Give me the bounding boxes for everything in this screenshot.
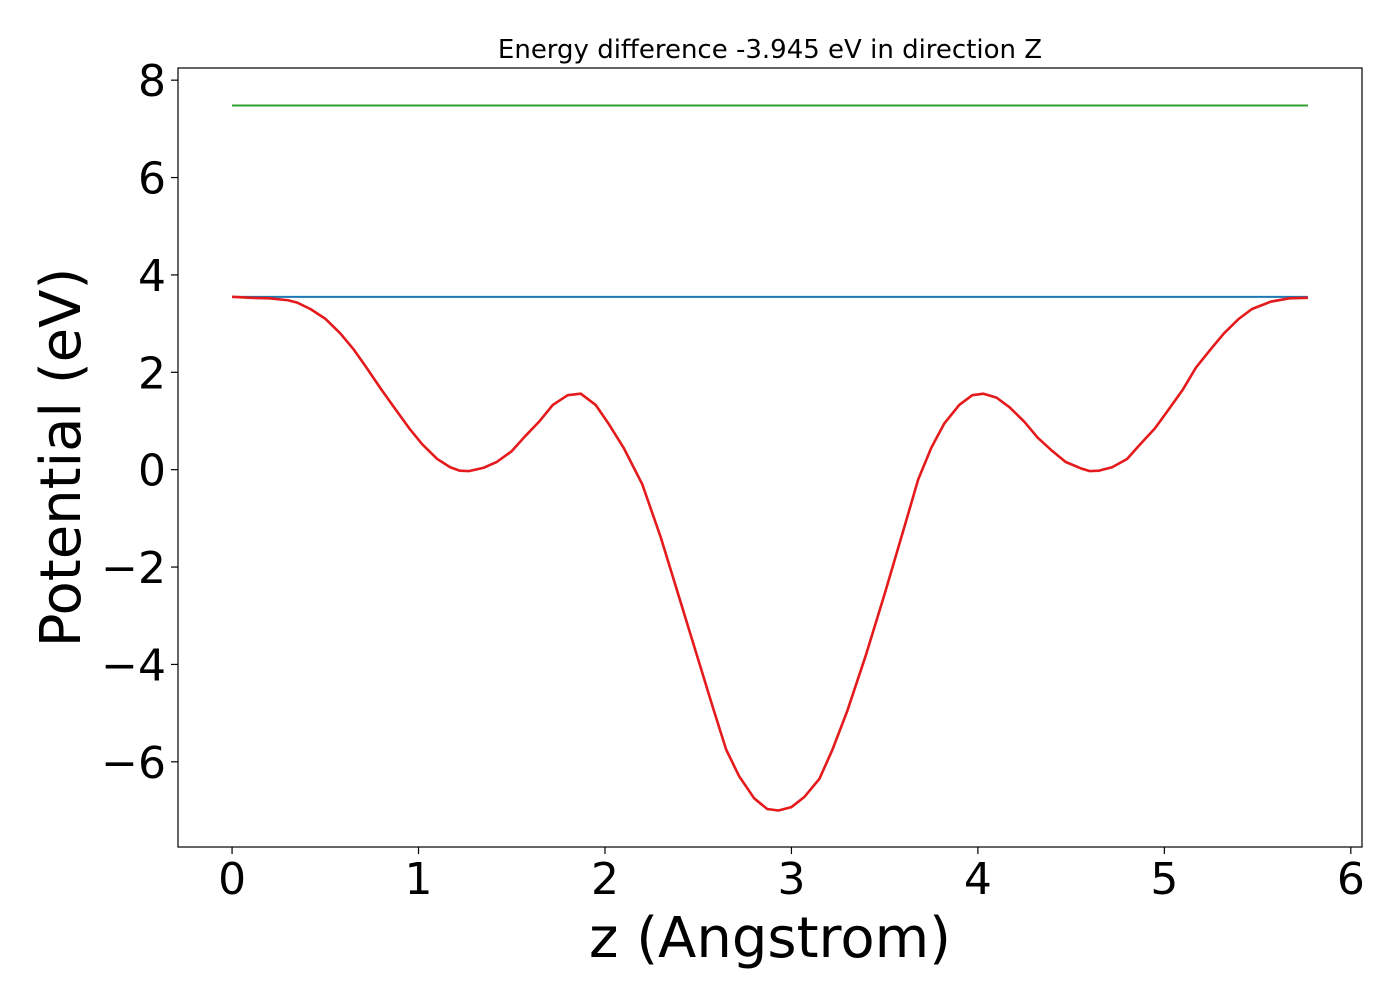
x-tick-label: 3 [777,854,805,905]
x-tick-label: 4 [964,854,992,905]
y-tick-label: 2 [138,348,166,399]
x-axis-ticks: 0 1 2 3 4 5 6 [218,847,1365,905]
y-tick-label: 6 [138,154,166,205]
x-tick-label: 1 [405,854,433,905]
x-axis-label: z (Angstrom) [589,906,951,971]
x-tick-label: 5 [1150,854,1178,905]
y-tick-label: −6 [101,738,166,789]
x-tick-label: 0 [218,854,246,905]
y-tick-label: 8 [138,56,166,107]
chart-title: Energy difference -3.945 eV in direction… [498,35,1042,65]
y-tick-label: 4 [138,251,166,302]
y-axis-label: Potential (eV) [29,268,94,648]
y-tick-label: 0 [138,446,166,497]
x-tick-label: 2 [591,854,619,905]
y-tick-label: −4 [101,640,166,691]
x-tick-label: 6 [1337,854,1365,905]
series-layer [232,104,1308,812]
y-tick-label: −2 [101,543,166,594]
y-axis-ticks: −6 −4 −2 0 2 4 6 8 [101,56,178,789]
series-line-potential [232,295,1308,812]
plot-area-frame [177,67,1363,848]
